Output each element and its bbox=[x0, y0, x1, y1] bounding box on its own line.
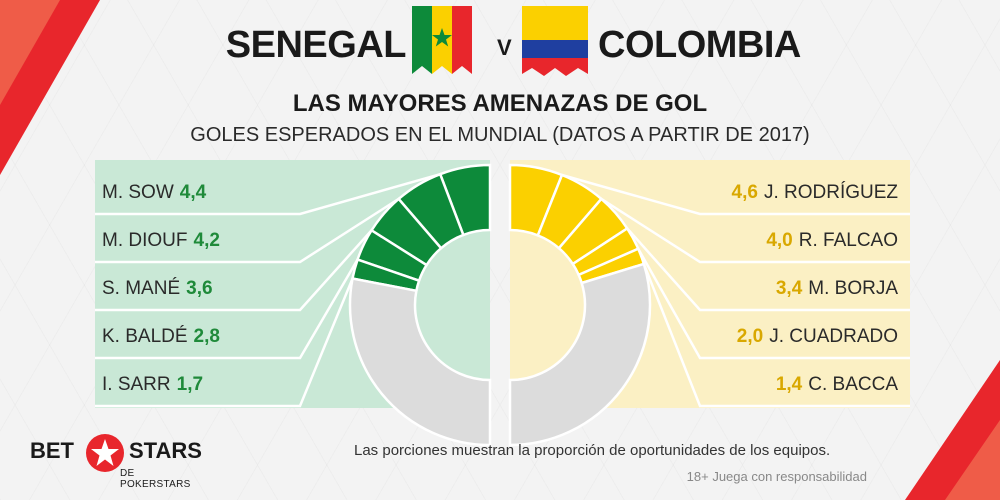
star-logo-icon bbox=[86, 434, 124, 472]
colombia-row-divider-4 bbox=[642, 263, 910, 408]
colombia-flag-icon bbox=[522, 6, 588, 76]
player-xg-value: 4,6 bbox=[731, 182, 758, 203]
player-name: C. BACCA bbox=[808, 374, 898, 395]
player-name: R. FALCAO bbox=[798, 230, 898, 251]
player-name: M. SOW bbox=[102, 182, 174, 203]
header: SENEGAL V COLOMBIA bbox=[0, 0, 1000, 90]
senegal-player-row: M. DIOUF 4,2 bbox=[102, 229, 220, 253]
team-left-name: SENEGAL bbox=[225, 24, 407, 66]
chart-title: LAS MAYORES AMENAZAS DE GOL bbox=[292, 90, 708, 117]
player-xg-value: 3,6 bbox=[186, 278, 213, 299]
player-name: K. BALDÉ bbox=[102, 326, 188, 347]
player-xg-value: 4,4 bbox=[179, 182, 207, 203]
player-xg-value: 2,8 bbox=[193, 326, 220, 347]
senegal-player-row: K. BALDÉ 2,8 bbox=[102, 325, 220, 349]
senegal-row-divider-0 bbox=[95, 172, 441, 216]
colombia-row-divider-2 bbox=[626, 227, 910, 312]
senegal-player-row: I. SARR 1,7 bbox=[102, 373, 203, 397]
senegal-row-divider-3 bbox=[95, 258, 359, 360]
colombia-player-row: 2,0 J. CUADRADO bbox=[737, 325, 898, 349]
player-name: M. DIOUF bbox=[102, 230, 188, 251]
corner-left-decoration bbox=[0, 0, 100, 175]
colombia-player-row: 4,0 R. FALCAO bbox=[766, 229, 898, 253]
disclaimer: 18+ Juega con responsabilidad bbox=[686, 469, 867, 484]
colombia-row-divider-3 bbox=[637, 248, 910, 360]
senegal-remainder-slice bbox=[348, 277, 492, 447]
logo-bet-text: BET bbox=[30, 438, 74, 463]
team-right-name: COLOMBIA bbox=[598, 24, 801, 66]
player-name: M. BORJA bbox=[808, 278, 898, 299]
player-name: I. SARR bbox=[102, 374, 171, 395]
colombia-remainder-slice bbox=[508, 262, 652, 447]
player-name: J. RODRÍGUEZ bbox=[763, 182, 898, 203]
player-xg-value: 1,7 bbox=[176, 374, 204, 395]
player-xg-value: 2,0 bbox=[736, 326, 764, 347]
player-name: S. MANÉ bbox=[102, 278, 181, 299]
chart-subtitle: GOLES ESPERADOS EN EL MUNDIAL (DATOS A P… bbox=[190, 124, 810, 146]
senegal-row-divider-4 bbox=[95, 278, 354, 408]
player-xg-value: 4,2 bbox=[193, 230, 220, 251]
colombia-player-row: 1,4 C. BACCA bbox=[776, 373, 898, 397]
senegal-player-row: S. MANÉ 3,6 bbox=[102, 277, 213, 301]
senegal-flag-icon bbox=[412, 6, 472, 74]
versus-label: V bbox=[497, 35, 512, 60]
betstars-logo: BET STARS DE POKERSTARS bbox=[22, 432, 202, 492]
player-xg-value: 1,4 bbox=[775, 374, 803, 395]
senegal-row-divider-1 bbox=[95, 197, 400, 264]
player-xg-value: 3,4 bbox=[775, 278, 803, 299]
chart-note: Las porciones muestran la proporción de … bbox=[354, 442, 831, 459]
colombia-row-divider-0 bbox=[561, 173, 910, 216]
logo-stars-text: STARS bbox=[129, 438, 202, 463]
colombia-player-row: 4,6 J. RODRÍGUEZ bbox=[732, 181, 898, 205]
colombia-player-row: 3,4 M. BORJA bbox=[776, 277, 898, 301]
senegal-player-row: M. SOW 4,4 bbox=[102, 181, 206, 205]
corner-right-decoration bbox=[905, 360, 1000, 500]
logo-subtext: DE POKERSTARS bbox=[120, 468, 191, 490]
colombia-row-divider-1 bbox=[600, 197, 910, 264]
player-xg-value: 4,0 bbox=[766, 230, 793, 251]
player-name: J. CUADRADO bbox=[769, 326, 898, 347]
senegal-row-divider-2 bbox=[95, 229, 373, 312]
